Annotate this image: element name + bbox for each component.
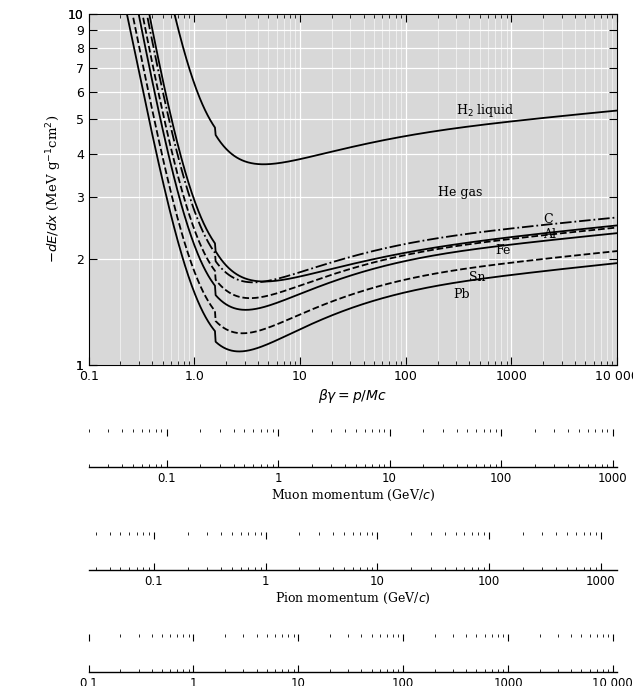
Text: Sn: Sn xyxy=(470,272,486,285)
X-axis label: Pion momentum (GeV/$c$): Pion momentum (GeV/$c$) xyxy=(275,591,431,606)
Text: He gas: He gas xyxy=(437,186,482,199)
Text: H$_2$ liquid: H$_2$ liquid xyxy=(456,102,515,119)
X-axis label: Muon momentum (GeV/$c$): Muon momentum (GeV/$c$) xyxy=(271,488,435,503)
Text: Fe: Fe xyxy=(495,244,510,257)
Text: Pb: Pb xyxy=(453,287,470,300)
Y-axis label: $-dE/dx$ (MeV g$^{-1}$cm$^2$): $-dE/dx$ (MeV g$^{-1}$cm$^2$) xyxy=(44,115,64,263)
Text: C: C xyxy=(543,213,553,226)
Text: Al: Al xyxy=(543,228,556,241)
X-axis label: $\beta\gamma = p/Mc$: $\beta\gamma = p/Mc$ xyxy=(318,387,387,405)
